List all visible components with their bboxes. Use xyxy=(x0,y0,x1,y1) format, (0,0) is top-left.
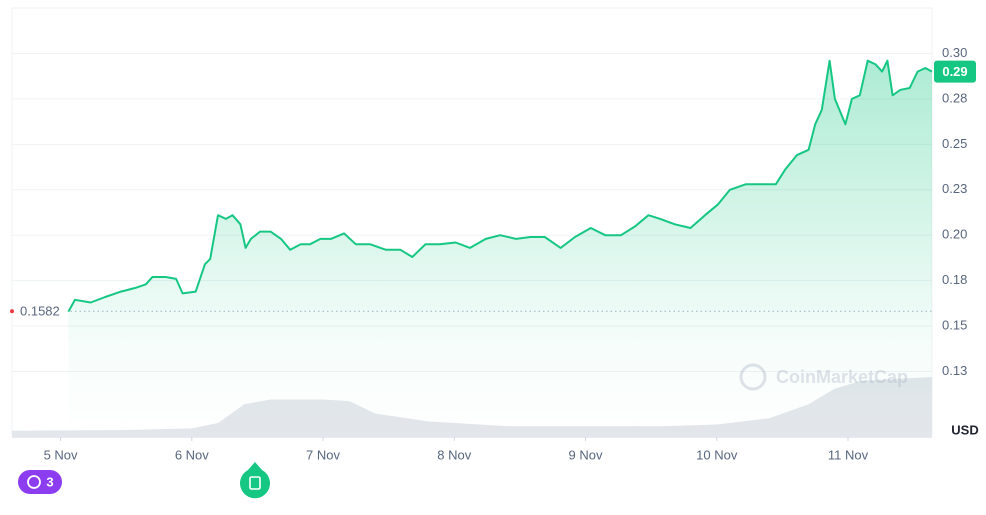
doc-icon xyxy=(249,476,261,490)
x-tick-label: 8 Nov xyxy=(437,447,471,462)
price-area xyxy=(68,60,932,437)
price-line xyxy=(67,59,933,313)
y-tick-label: 0.15 xyxy=(942,318,967,333)
y-tick-label: 0.13 xyxy=(942,363,967,378)
clock-icon xyxy=(27,475,41,489)
y-tick-label: 0.20 xyxy=(942,227,967,242)
x-tick-label: 9 Nov xyxy=(569,447,603,462)
current-price-tag xyxy=(934,60,976,83)
y-tick-label: 0.30 xyxy=(942,45,967,60)
watermark: CoinMarketCap xyxy=(739,363,908,391)
current-price-label: 0.29 xyxy=(942,64,967,79)
y-tick-label: 0.23 xyxy=(942,181,967,196)
event-badge[interactable]: 3 xyxy=(18,470,62,494)
reference-label-bg xyxy=(16,302,70,321)
x-tick-label: 11 Nov xyxy=(828,447,869,462)
y-tick-label: 0.28 xyxy=(942,90,967,105)
watermark-text: CoinMarketCap xyxy=(776,367,908,387)
y-tick-label: 0.25 xyxy=(942,136,967,151)
x-tick-label: 7 Nov xyxy=(306,447,340,462)
news-marker[interactable] xyxy=(239,462,271,499)
x-tick-label: 5 Nov xyxy=(44,447,78,462)
marker-bg xyxy=(239,462,271,499)
reference-label: 0.1582 xyxy=(20,304,60,319)
y-tick-label: 0.18 xyxy=(942,272,967,287)
watermark-logo xyxy=(739,363,767,391)
x-tick-label: 6 Nov xyxy=(175,447,209,462)
unit-label: USD xyxy=(951,422,978,437)
x-tick-label: 10 Nov xyxy=(696,447,738,462)
reference-dot xyxy=(10,309,14,314)
badge-count: 3 xyxy=(46,474,53,489)
